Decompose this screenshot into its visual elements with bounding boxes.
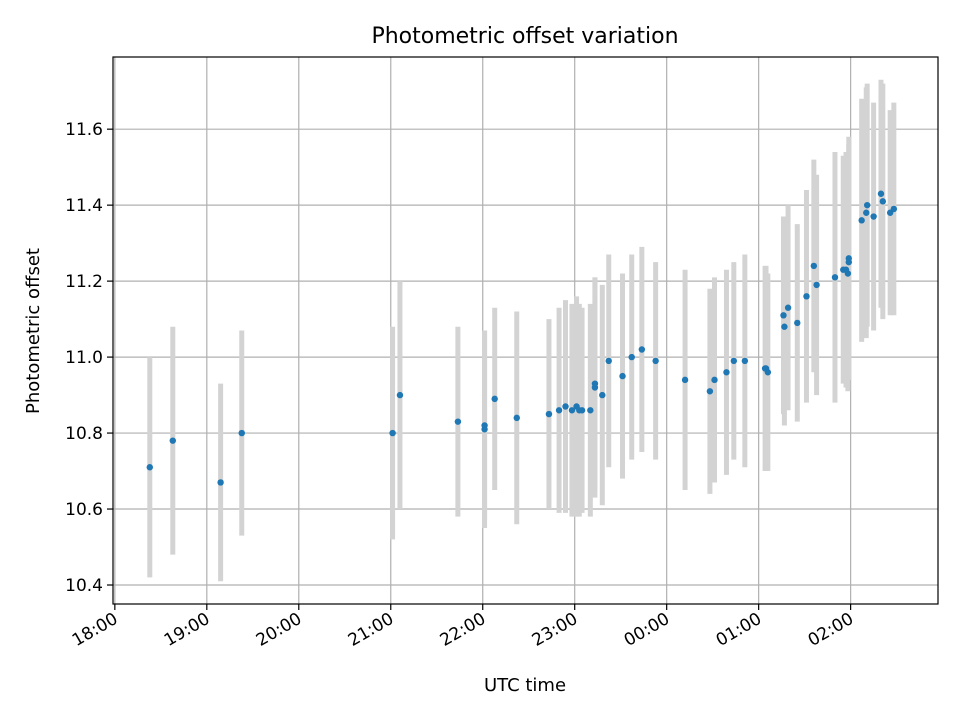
data-point bbox=[706, 388, 714, 395]
data-point bbox=[628, 353, 635, 361]
data-point bbox=[831, 274, 839, 281]
data-point bbox=[481, 422, 488, 429]
data-point bbox=[568, 407, 576, 414]
x-tick-label: 20:00 bbox=[253, 609, 305, 651]
data-point bbox=[652, 357, 659, 365]
data-point bbox=[877, 190, 885, 197]
data-point bbox=[741, 357, 749, 365]
data-point bbox=[578, 407, 586, 414]
data-point bbox=[844, 270, 852, 277]
data-point bbox=[858, 217, 865, 224]
x-axis-label: UTC time bbox=[484, 675, 566, 696]
data-point bbox=[890, 205, 898, 213]
data-point bbox=[845, 255, 852, 262]
data-point bbox=[389, 429, 396, 437]
data-point bbox=[605, 357, 612, 365]
y-tick-label: 11.6 bbox=[65, 120, 103, 140]
data-point bbox=[870, 213, 877, 220]
data-point bbox=[863, 201, 871, 209]
data-point bbox=[491, 395, 498, 403]
x-tick-label: 21:00 bbox=[345, 609, 397, 651]
y-tick-label: 10.8 bbox=[65, 424, 103, 444]
x-tick-label: 22:00 bbox=[437, 609, 489, 651]
x-tick-label: 02:00 bbox=[805, 609, 857, 651]
data-point bbox=[764, 369, 772, 376]
data-point bbox=[879, 198, 887, 205]
data-point bbox=[587, 407, 594, 414]
y-axis: 10.4 10.6 10.8 11.0 11.2 11.4 11.6 bbox=[65, 120, 113, 596]
y-tick-label: 11.2 bbox=[65, 272, 103, 292]
data-point bbox=[813, 281, 820, 289]
data-point bbox=[863, 209, 870, 216]
data-point bbox=[781, 323, 788, 330]
data-point bbox=[555, 407, 563, 414]
data-points bbox=[146, 190, 898, 486]
data-point bbox=[513, 414, 520, 422]
error-bars bbox=[147, 79, 897, 582]
data-point bbox=[780, 312, 787, 319]
data-point bbox=[238, 429, 245, 437]
x-tick-label: 18:00 bbox=[69, 609, 121, 651]
data-point bbox=[217, 479, 224, 486]
data-point bbox=[396, 391, 404, 399]
y-tick-label: 11.4 bbox=[65, 196, 103, 216]
chart-title: Photometric offset variation bbox=[371, 24, 678, 49]
data-point bbox=[730, 357, 738, 365]
data-point bbox=[794, 319, 801, 327]
x-tick-label: 01:00 bbox=[713, 609, 765, 651]
data-point bbox=[711, 376, 718, 384]
data-point bbox=[681, 376, 689, 384]
y-axis-label: Photometric offset bbox=[23, 248, 44, 414]
data-point bbox=[810, 262, 818, 270]
data-point bbox=[599, 391, 606, 399]
data-point bbox=[723, 369, 730, 376]
y-tick-label: 11.0 bbox=[65, 348, 103, 368]
data-point bbox=[619, 372, 626, 380]
y-tick-label: 10.4 bbox=[65, 576, 103, 596]
data-point bbox=[545, 410, 553, 418]
y-tick-label: 10.6 bbox=[65, 500, 103, 520]
data-point bbox=[803, 293, 810, 300]
data-point bbox=[638, 346, 646, 353]
data-point bbox=[562, 403, 569, 410]
data-point bbox=[784, 304, 792, 311]
x-tick-label: 00:00 bbox=[621, 609, 673, 651]
x-tick-label: 23:00 bbox=[529, 609, 581, 651]
plot-area-frame bbox=[112, 56, 939, 605]
data-point bbox=[146, 464, 153, 471]
data-point bbox=[454, 418, 462, 425]
data-point bbox=[591, 380, 599, 387]
x-axis: 18:00 19:00 20:00 21:00 22:00 23:00 00:00 01:00… bbox=[69, 604, 857, 651]
x-tick-label: 19:00 bbox=[161, 609, 213, 651]
data-point bbox=[169, 437, 176, 444]
